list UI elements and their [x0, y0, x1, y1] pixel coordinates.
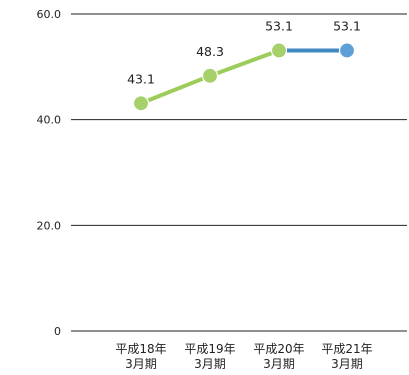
x-tick-label: 平成18年 [115, 342, 166, 356]
x-tick-label: 3月期 [263, 357, 295, 371]
y-tick-label: 0 [54, 325, 61, 338]
y-tick-label: 20.0 [37, 219, 62, 232]
data-label: 53.1 [265, 18, 293, 33]
series-line-segment [208, 48, 281, 78]
x-tick-label: 平成21年 [321, 342, 372, 356]
x-tick-label: 3月期 [125, 357, 157, 371]
data-point [201, 67, 219, 84]
data-label: 43.1 [127, 71, 155, 86]
y-tick-label: 40.0 [37, 114, 62, 127]
data-point [338, 42, 356, 59]
data-label: 53.1 [333, 18, 361, 33]
x-tick-label: 平成20年 [253, 342, 304, 356]
data-point [270, 42, 288, 59]
x-tick-label: 3月期 [331, 357, 363, 371]
series-line-segment [139, 73, 212, 106]
data-point [132, 95, 150, 112]
data-label: 48.3 [196, 44, 224, 59]
y-tick-label: 60.0 [37, 8, 62, 21]
x-tick-label: 平成19年 [184, 342, 235, 356]
x-tick-label: 3月期 [194, 357, 226, 371]
